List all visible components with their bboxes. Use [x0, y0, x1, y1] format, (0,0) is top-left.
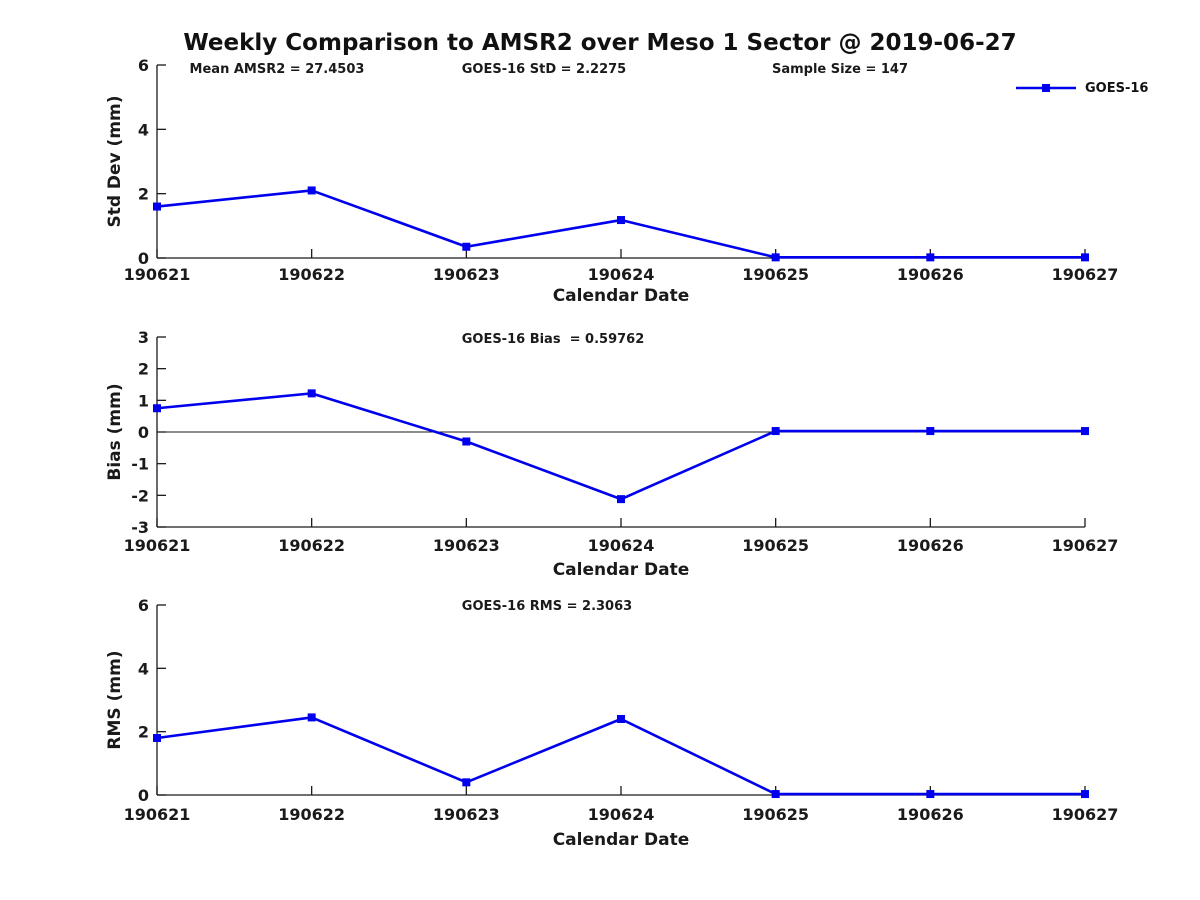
data-point-marker	[771, 790, 780, 799]
data-point-marker	[462, 437, 471, 446]
x-tick-label: 190626	[897, 805, 964, 824]
y-axis-label: Bias (mm)	[105, 383, 125, 480]
x-tick-label: 190622	[278, 265, 345, 284]
x-tick-label: 190627	[1052, 805, 1119, 824]
x-tick-label: 190627	[1052, 536, 1119, 555]
data-point-marker	[771, 427, 780, 436]
x-axis-label: Calendar Date	[553, 286, 690, 306]
y-tick-label: 3	[138, 330, 149, 347]
x-tick-label: 190626	[897, 265, 964, 284]
data-point-marker	[1081, 427, 1089, 436]
y-tick-label: 4	[138, 120, 149, 139]
x-tick-label: 190622	[278, 536, 345, 555]
rms-chart: 0 2 4 6 190621 190622 190623 190624 190625 190626…	[105, 598, 1119, 850]
x-tick-label: 190623	[433, 265, 500, 284]
x-axis-label: Calendar Date	[553, 830, 690, 850]
data-point-marker	[926, 253, 935, 262]
y-tick-label: 2	[138, 360, 149, 379]
data-point-marker	[771, 253, 780, 262]
y-tick-label: 6	[138, 58, 149, 75]
annotation-text: GOES-16 RMS = 2.3063	[462, 599, 632, 614]
y-tick-label: 0	[138, 423, 149, 442]
annotation-text: Sample Size = 147	[772, 62, 908, 77]
data-point-marker	[307, 713, 316, 722]
std-dev-chart: 0 2 4 6 190621 190622 190623 190624 190625 190626…	[105, 58, 1119, 306]
y-tick-label: 2	[138, 723, 149, 742]
annotation-text: Mean AMSR2 = 27.4503	[190, 62, 365, 77]
y-axis-label: Std Dev (mm)	[105, 95, 125, 227]
data-point-marker	[617, 216, 625, 225]
legend-square-marker-icon	[1042, 84, 1050, 92]
data-point-marker	[926, 790, 935, 799]
series-line	[156, 392, 1085, 501]
y-axis-label: RMS (mm)	[105, 650, 125, 749]
y-tick-label: -1	[131, 455, 149, 474]
x-tick-label: 190625	[742, 265, 809, 284]
data-point-marker	[462, 778, 471, 787]
x-tick-label: 190623	[433, 805, 500, 824]
x-axis-label: Calendar Date	[553, 560, 690, 580]
bias-chart: -3 -2 -1 0 1 2 3 190621 190622 190623 190624 190625…	[105, 330, 1119, 580]
y-tick-label: 0	[138, 249, 149, 268]
data-point-marker	[153, 734, 161, 742]
x-tick-label: 190624	[588, 265, 655, 284]
x-tick-label: 190625	[742, 536, 809, 555]
data-point-marker	[307, 389, 316, 398]
x-tick-label: 190621	[124, 536, 191, 555]
x-tick-label: 190624	[588, 805, 655, 824]
x-tick-label: 190621	[124, 805, 191, 824]
data-point-marker	[462, 242, 471, 251]
annotation-text: GOES-16 StD = 2.2275	[462, 62, 626, 77]
x-tick-label: 190623	[433, 536, 500, 555]
data-point-marker	[153, 202, 161, 211]
y-tick-label: 4	[138, 659, 149, 678]
y-tick-label: 1	[138, 391, 149, 410]
x-tick-label: 190627	[1052, 265, 1119, 284]
x-tick-label: 190625	[742, 805, 809, 824]
legend: GOES-16	[1014, 80, 1148, 96]
data-point-marker	[1081, 790, 1089, 799]
data-point-marker	[617, 495, 625, 504]
data-point-marker	[617, 715, 625, 723]
data-point-marker	[307, 186, 316, 195]
x-tick-label: 190624	[588, 536, 655, 555]
y-tick-label: 2	[138, 185, 149, 204]
series-line	[156, 716, 1085, 796]
x-tick-label: 190626	[897, 536, 964, 555]
y-tick-label: -3	[131, 518, 149, 537]
y-tick-label: -2	[131, 486, 149, 505]
y-tick-label: 0	[138, 786, 149, 805]
data-point-marker	[926, 427, 935, 436]
annotation-text: GOES-16 Bias = 0.59762	[462, 332, 645, 347]
x-tick-label: 190621	[124, 265, 191, 284]
legend-line-icon	[1016, 84, 1076, 92]
figure-title: Weekly Comparison to AMSR2 over Meso 1 S…	[183, 30, 1017, 56]
y-tick-label: 6	[138, 598, 149, 615]
legend-label: GOES-16	[1085, 80, 1149, 96]
x-tick-label: 190622	[278, 805, 345, 824]
data-point-marker	[1081, 253, 1089, 262]
data-point-marker	[153, 404, 161, 413]
